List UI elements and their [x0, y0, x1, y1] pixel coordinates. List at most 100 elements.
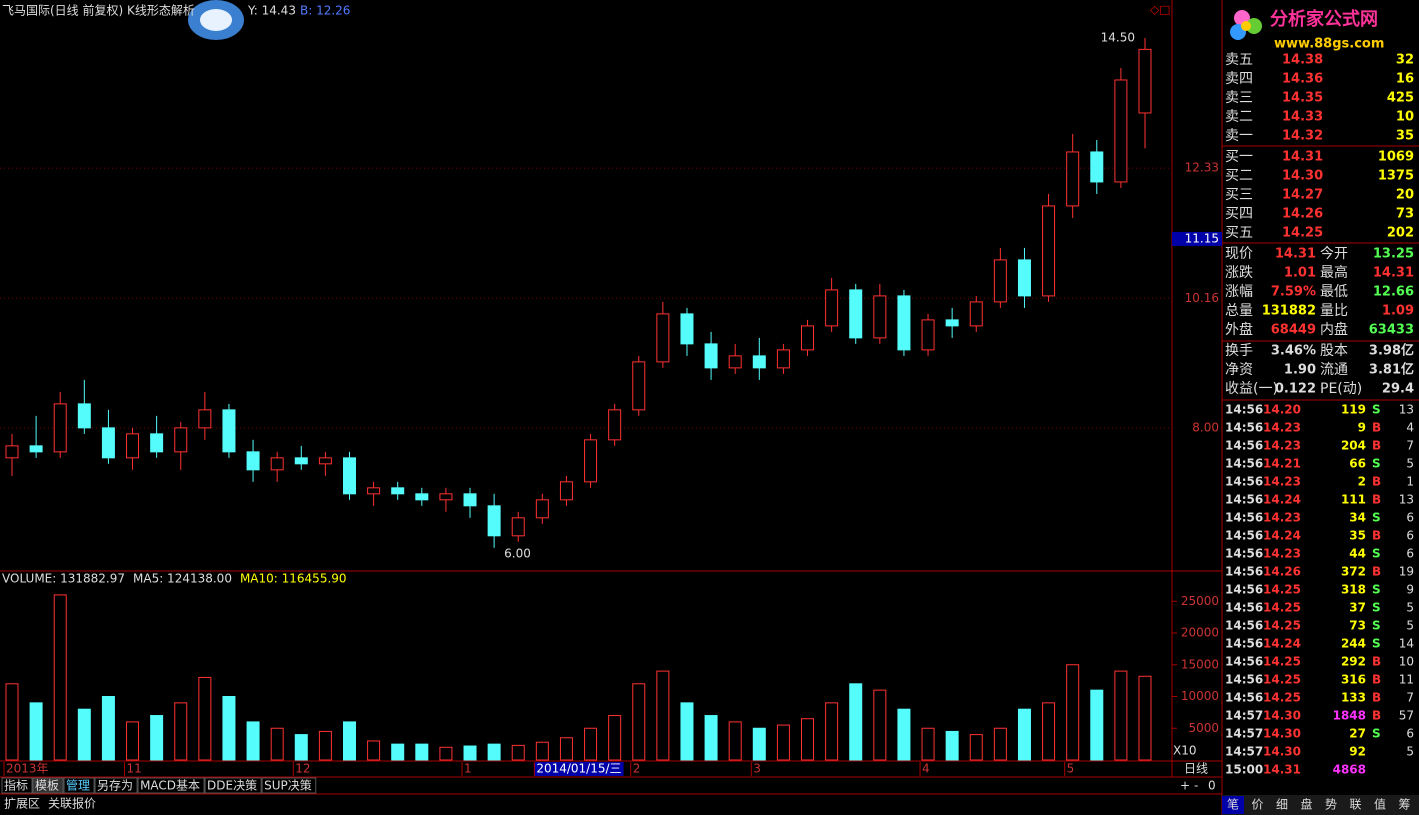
- volume-bar: [825, 702, 839, 761]
- tick-side: B: [1372, 655, 1381, 669]
- book-volume: 20: [1396, 188, 1414, 203]
- tick-time: 14:56: [1225, 547, 1263, 561]
- x-tick-label: 11: [127, 762, 142, 776]
- volume-bar: [270, 727, 284, 761]
- panel-tab[interactable]: 细: [1276, 798, 1288, 812]
- tick-price: 14.25: [1263, 583, 1301, 597]
- panel-tab[interactable]: 筹: [1399, 798, 1411, 812]
- toolbar-tab[interactable]: 管理: [66, 778, 90, 793]
- panel-tab[interactable]: 盘: [1301, 797, 1313, 812]
- candle-body: [487, 505, 501, 537]
- tick-time: 14:56: [1225, 601, 1263, 615]
- tick-side: B: [1372, 529, 1381, 543]
- candle-body: [969, 301, 983, 327]
- tick-time: 15:00: [1225, 763, 1263, 777]
- panel-tab[interactable]: 势: [1325, 798, 1337, 812]
- tick-time: 14:57: [1225, 745, 1263, 759]
- panel-tab[interactable]: 联: [1350, 798, 1362, 812]
- volume-bar: [945, 730, 959, 761]
- volume-bar: [415, 743, 429, 761]
- volume-bar: [752, 727, 766, 761]
- candle-body: [632, 361, 646, 411]
- x-tick-label: 1: [464, 762, 472, 776]
- low-label: 6.00: [504, 546, 531, 560]
- bottom-tab[interactable]: 关联报价: [48, 796, 96, 811]
- volume-bar: [1066, 664, 1080, 761]
- volume-bar: [53, 594, 67, 761]
- tick-count: 7: [1406, 691, 1414, 705]
- highlight-tick-label: 11.15: [1185, 231, 1219, 245]
- tick-time: 14:57: [1225, 709, 1263, 723]
- tick-price: 14.25: [1263, 619, 1301, 633]
- tick-side: B: [1372, 493, 1381, 507]
- candle-body: [752, 355, 766, 369]
- tab-frame: [94, 777, 138, 794]
- stat-label: 涨幅: [1225, 284, 1253, 300]
- y-tick-label: 10.16: [1185, 291, 1219, 305]
- logo-petal: [1241, 21, 1251, 31]
- book-label: 买三: [1225, 187, 1253, 203]
- toolbar-tab[interactable]: 指标: [4, 778, 28, 793]
- tick-price: 14.31: [1263, 763, 1301, 777]
- toolbar-tab[interactable]: 另存为: [97, 779, 133, 793]
- tab-frame: [32, 777, 64, 794]
- tick-side: B: [1372, 565, 1381, 579]
- stat-label: 收益(一): [1225, 381, 1278, 397]
- candle-body: [126, 433, 140, 459]
- panel-tab[interactable]: 值: [1374, 797, 1386, 812]
- candle-body: [318, 457, 332, 465]
- corner-icon[interactable]: ◇□: [1150, 3, 1171, 17]
- volume-bar: [463, 745, 477, 761]
- toolbar-tab[interactable]: 模板: [35, 779, 59, 793]
- tick-volume: 4868: [1333, 763, 1366, 777]
- tick-volume: 204: [1341, 439, 1366, 453]
- tick-price: 14.30: [1263, 727, 1301, 741]
- tick-time: 14:56: [1225, 475, 1263, 489]
- toolbar-tab[interactable]: SUP决策: [264, 779, 312, 793]
- y-tick-label: 12.33: [1185, 161, 1219, 175]
- stat-value: 1.01: [1284, 266, 1316, 281]
- book-label: 卖四: [1225, 71, 1253, 87]
- toolbar-button[interactable]: +: [1180, 779, 1190, 793]
- toolbar-tab[interactable]: MACD基本: [140, 779, 200, 793]
- volume-bar: [174, 702, 188, 761]
- toolbar-button[interactable]: -: [1194, 779, 1198, 793]
- tick-time: 14:56: [1225, 637, 1263, 651]
- book-label: 买一: [1225, 149, 1253, 165]
- tick-side: B: [1372, 439, 1381, 453]
- tick-count: 5: [1406, 457, 1414, 471]
- volume-bar: [246, 721, 260, 761]
- tick-side: B: [1372, 475, 1381, 489]
- volume-bar: [511, 744, 525, 761]
- tick-time: 14:56: [1225, 583, 1263, 597]
- book-volume: 73: [1396, 207, 1414, 222]
- tick-volume: 372: [1341, 565, 1366, 579]
- tab-frame: [204, 777, 262, 794]
- tick-side: B: [1372, 673, 1381, 687]
- book-label: 卖五: [1225, 52, 1253, 68]
- toolbar-tab[interactable]: DDE决策: [207, 779, 257, 793]
- bottom-tab[interactable]: 扩展区: [4, 797, 40, 811]
- book-volume: 202: [1387, 226, 1414, 241]
- toolbar-button[interactable]: 0: [1208, 779, 1216, 793]
- stat-value: 3.46%: [1271, 344, 1316, 359]
- book-price: 14.30: [1282, 169, 1323, 184]
- tick-count: 6: [1406, 727, 1414, 741]
- x-tick-label: 2: [633, 762, 641, 776]
- book-price: 14.25: [1282, 226, 1323, 241]
- stat-value: 63433: [1369, 323, 1414, 338]
- panel-tab[interactable]: 笔: [1227, 797, 1239, 812]
- panel-tab[interactable]: 价: [1252, 798, 1264, 812]
- volume-legend: MA10: 116455.90: [240, 572, 347, 586]
- book-volume: 425: [1387, 91, 1414, 106]
- tick-time: 14:56: [1225, 565, 1263, 579]
- stat-label: 涨跌: [1225, 265, 1253, 281]
- candle-body: [608, 409, 622, 441]
- cursor-b: B: 12.26: [300, 4, 350, 18]
- volume-bar: [222, 696, 236, 761]
- volume-bar: [342, 721, 356, 761]
- candle-body: [801, 325, 815, 351]
- candle-body: [584, 439, 598, 483]
- tick-count: 6: [1406, 511, 1414, 525]
